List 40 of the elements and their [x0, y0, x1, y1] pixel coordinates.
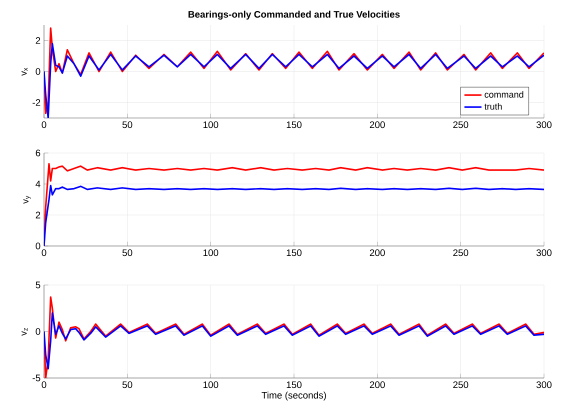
x-tick-label: 100 — [203, 121, 218, 128]
y-tick-label: 0 — [36, 242, 40, 250]
x-tick-label: 0 — [42, 121, 46, 128]
x-tick-label: 150 — [286, 249, 302, 256]
x-tick-label: 250 — [453, 249, 468, 256]
x-tick-label: 50 — [122, 249, 132, 256]
x-tick-label: 0 — [42, 249, 46, 256]
x-tick-label: 150 — [286, 121, 302, 128]
x-tick-label: 100 — [203, 381, 218, 388]
x-tick-label: 150 — [286, 381, 302, 388]
x-tick-label: 250 — [453, 381, 468, 388]
y-axis-title: v$_{z}$ — [22, 328, 28, 336]
y-tick-label: 6 — [36, 150, 40, 156]
x-tick-label: 200 — [370, 381, 385, 388]
x-tick-label: 200 — [370, 121, 385, 128]
chart-title: Bearings-only Commanded and True Velocities — [188, 10, 400, 20]
legend-label: truth — [484, 103, 502, 110]
x-tick-label: 200 — [370, 249, 385, 256]
line-series — [44, 27, 544, 114]
line-series — [44, 312, 544, 370]
x-tick-label: 0 — [42, 381, 46, 388]
y-tick-label: 0 — [36, 328, 40, 335]
y-tick-label: -5 — [32, 374, 40, 382]
y-tick-label: 4 — [36, 180, 40, 188]
y-axis-title: v$_{x}$ — [22, 68, 28, 76]
x-tick-label: 300 — [536, 381, 552, 388]
x-tick-label: 50 — [122, 121, 132, 128]
legend-label: command — [484, 91, 524, 98]
x-tick-label: 250 — [453, 121, 468, 128]
x-axis-title: Time (seconds) — [262, 392, 326, 400]
y-tick-label: 2 — [36, 212, 40, 218]
y-tick-label: 0 — [36, 68, 40, 75]
x-tick-label: 300 — [536, 249, 552, 256]
y-tick-label: 2 — [36, 37, 40, 44]
y-tick-label: -2 — [32, 99, 40, 106]
y-axis-title: v$_{y}$ — [23, 196, 31, 204]
x-tick-label: 50 — [122, 381, 132, 388]
y-tick-label: 5 — [36, 282, 40, 288]
x-tick-label: 300 — [536, 121, 552, 128]
x-tick-label: 100 — [203, 249, 218, 256]
